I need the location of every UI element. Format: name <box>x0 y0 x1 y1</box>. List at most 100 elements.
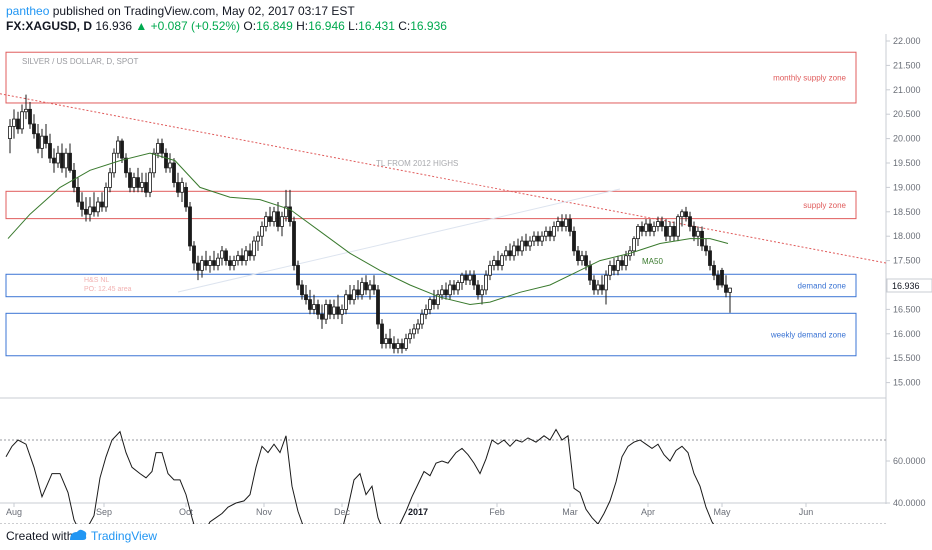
candle <box>8 119 12 154</box>
candle <box>36 123 40 154</box>
candle <box>180 177 184 203</box>
zone-label-1: supply zone <box>803 201 846 210</box>
publish-line: pantheo published on TradingView.com, Ma… <box>6 4 355 18</box>
last-price-badge-value: 16.936 <box>892 281 920 291</box>
candle <box>544 226 548 242</box>
candle <box>28 102 32 129</box>
candle <box>288 189 292 227</box>
candle <box>428 297 432 315</box>
high-value: 16.946 <box>308 19 345 33</box>
candle <box>44 123 48 149</box>
candle <box>608 260 612 281</box>
created-with-text: Created with <box>6 529 74 543</box>
candle <box>20 104 24 134</box>
candle <box>680 209 684 227</box>
candle <box>272 206 276 227</box>
candle <box>204 250 208 271</box>
candle <box>520 236 524 256</box>
candle <box>348 285 352 305</box>
indicator-tick-label: 60.0000 <box>893 456 926 466</box>
candle <box>184 182 188 212</box>
open-label: O: <box>243 19 257 33</box>
candle <box>612 258 616 276</box>
price-tick-label: 21.000 <box>893 85 921 95</box>
candle <box>564 214 568 232</box>
candle <box>292 216 296 271</box>
candle <box>52 148 56 173</box>
candle <box>340 304 344 325</box>
candle <box>684 206 688 222</box>
candle <box>56 145 60 168</box>
hs-neckline-label: H&S NL <box>84 277 109 284</box>
candle <box>108 167 112 193</box>
price-tick-label: 18.000 <box>893 231 921 241</box>
candle <box>480 285 484 305</box>
zone-box-2[interactable] <box>5 273 857 298</box>
candle <box>536 231 540 246</box>
candle <box>396 338 400 354</box>
candle <box>568 214 572 237</box>
candle <box>400 338 404 354</box>
time-tick-label: Aug <box>6 507 22 517</box>
candle <box>192 241 196 271</box>
candle <box>696 226 700 246</box>
trendline-label: TL FROM 2012 HIGHS <box>376 159 458 168</box>
price-tick-label: 20.000 <box>893 134 921 144</box>
candle <box>408 328 412 344</box>
indicator-line[interactable] <box>5 428 730 525</box>
candle <box>664 219 668 242</box>
candle <box>160 138 164 159</box>
price-tick-label: 16.000 <box>893 329 921 339</box>
candle <box>372 275 376 295</box>
candle <box>64 148 68 178</box>
candle <box>332 299 336 320</box>
ma50-line[interactable] <box>7 152 729 306</box>
candle <box>488 260 492 281</box>
price-chart[interactable]: monthly supply zone supply zone demand zon… <box>0 34 932 524</box>
candle <box>328 299 332 320</box>
candle <box>540 231 544 246</box>
ma50-label: MA50 <box>642 257 663 266</box>
chart-header: pantheo published on TradingView.com, Ma… <box>0 0 932 34</box>
candle <box>412 324 416 339</box>
time-tick-label: Oct <box>179 507 194 517</box>
candle <box>640 221 644 237</box>
zone-box-3[interactable] <box>5 312 857 357</box>
candle <box>476 280 480 300</box>
time-tick-label: Feb <box>489 507 505 517</box>
candle <box>144 172 148 198</box>
tradingview-logo-icon <box>70 529 87 540</box>
candle <box>368 280 372 300</box>
candle <box>532 231 536 246</box>
zone-box-1[interactable] <box>5 190 857 220</box>
time-axis[interactable]: Aug Sep Oct Nov Dec 2017 Feb Mar Apr May Jun <box>6 503 813 517</box>
candle <box>636 224 640 246</box>
candle <box>672 221 676 242</box>
candle <box>208 255 212 273</box>
candle <box>32 114 36 139</box>
price-axis[interactable]: 22.000 21.500 21.000 20.500 20.000 19.500 19.0… <box>886 36 921 388</box>
price-tick-label: 18.500 <box>893 207 921 217</box>
candle <box>652 221 656 237</box>
hs-target-label: PO: 12.45 area <box>84 286 132 293</box>
candle <box>60 143 64 173</box>
price-tick-label: 15.500 <box>893 353 921 363</box>
candle <box>164 148 168 173</box>
candle <box>136 167 140 193</box>
candle <box>384 333 388 349</box>
candle <box>216 253 220 271</box>
indicator-axis[interactable]: 60.0000 40.0000 <box>886 456 926 508</box>
zone-box-0[interactable] <box>5 51 857 104</box>
author-link[interactable]: pantheo <box>6 4 50 18</box>
candle <box>660 216 664 232</box>
candle <box>644 219 648 237</box>
candle <box>260 221 264 246</box>
time-tick-label: 2017 <box>408 507 428 517</box>
tradingview-brand-link[interactable]: TradingView <box>91 529 158 543</box>
candle <box>416 319 420 334</box>
candle <box>576 245 580 266</box>
candle <box>300 280 304 300</box>
candle <box>548 226 552 242</box>
candle <box>716 270 720 290</box>
candle <box>468 270 472 285</box>
